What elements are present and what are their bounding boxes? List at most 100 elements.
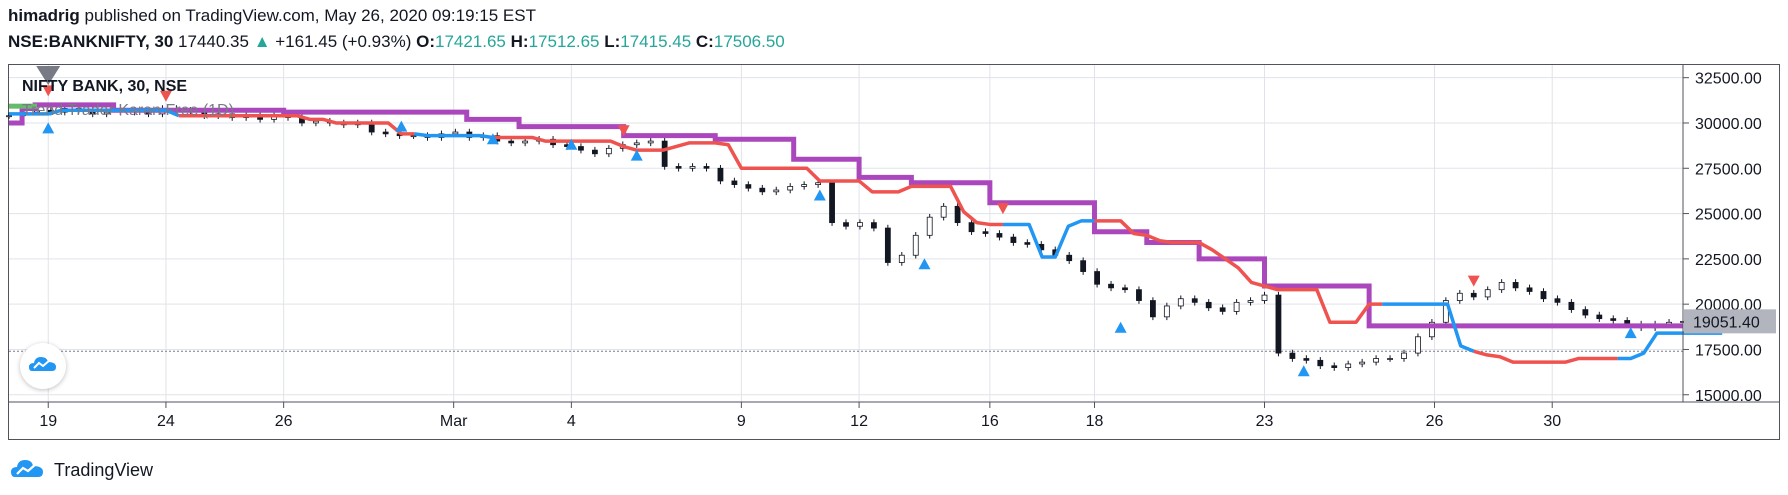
ohlc-candle: [1191, 298, 1198, 303]
ohlc-candle: [1373, 358, 1379, 363]
indicator-legend[interactable]: Trend Trader Karan Free (1D): [22, 102, 234, 119]
ohlc-candle: [954, 205, 961, 224]
y-tick-label: 25000.00: [1695, 207, 1762, 224]
ohlc-candle: [1233, 301, 1240, 312]
ohlc-candle: [578, 146, 584, 151]
buy-signal-marker: [395, 120, 408, 132]
y-tick-label: 30000.00: [1695, 116, 1762, 133]
buy-signal-marker: [1114, 321, 1127, 333]
publish-info: himadrig published on TradingView.com, M…: [8, 6, 536, 26]
ohlc-candle: [857, 222, 863, 227]
daily-trend-line: [9, 102, 1683, 329]
y-tick-label: 22500.00: [1695, 252, 1762, 269]
ohlc-candle: [1596, 314, 1603, 320]
ohlc-candle: [508, 140, 515, 144]
sell-signal-marker: [42, 85, 55, 97]
ohlc-candle: [912, 234, 919, 256]
ohlc-candle: [647, 140, 654, 144]
ohlc-candle: [1136, 289, 1142, 301]
buy-signal-marker: [42, 122, 55, 134]
bearish-trend-segment: [179, 113, 415, 136]
tradingview-logo-icon[interactable]: [10, 456, 46, 485]
ohlc-candle: [1401, 352, 1407, 359]
sell-signal-marker: [1467, 275, 1480, 287]
chart-frame: [8, 64, 1780, 440]
buy-signal-marker: [1297, 365, 1310, 377]
ohlc-candle: [1247, 300, 1254, 303]
ohlc-candle: [1456, 292, 1463, 301]
ohlc-bars: [6, 105, 1686, 371]
y-tick-label: 32500.00: [1695, 71, 1762, 88]
y-tick-label: 27500.00: [1695, 161, 1762, 178]
ohlc-candle: [1010, 236, 1017, 243]
y-tick-label: 15000.00: [1695, 388, 1762, 405]
published-text: published on TradingView.com, May 26, 20…: [84, 6, 536, 25]
ohlc-candle: [982, 231, 989, 234]
ohlc-candle: [1205, 301, 1212, 309]
ohlc-candle: [843, 222, 849, 227]
x-tick-label: 24: [157, 413, 175, 430]
ohlc-candle: [452, 131, 459, 135]
bearish-trend-segment: [1094, 219, 1383, 325]
ohlc-candle: [968, 222, 975, 233]
price-change: +161.45 (+0.93%): [275, 32, 412, 51]
symbol-label: NSE:BANKNIFTY, 30: [8, 32, 174, 51]
ohlc-candle: [1122, 287, 1128, 291]
ohlc-candle: [1512, 282, 1519, 289]
signal-markers: [9, 66, 1637, 377]
ohlc-candle: [1163, 305, 1170, 318]
ohlc-candle: [1024, 242, 1031, 245]
ohlc-candle: [884, 227, 891, 263]
trend-trader-line: [9, 108, 1723, 364]
x-tick-label: 30: [1543, 413, 1561, 430]
ohlc-candle: [1150, 300, 1156, 318]
ohlc-candle: [1066, 254, 1073, 262]
ohlc-candle: [1415, 336, 1421, 354]
bearish-trend-segment: [492, 135, 1003, 227]
buy-signal-marker: [918, 258, 931, 270]
author-name[interactable]: himadrig: [8, 6, 80, 25]
ohlc-candle: [1554, 298, 1561, 303]
ohlc-candle: [522, 140, 529, 144]
ohlc-candle: [1498, 282, 1505, 291]
ohlc-candle: [1177, 298, 1184, 307]
bearish-trend-segment: [1473, 349, 1618, 364]
last-price-label: 19051.40: [1693, 314, 1760, 331]
ohlc-candle: [926, 216, 933, 236]
sell-signal-marker: [159, 90, 172, 102]
ohlc-candle: [1526, 287, 1533, 292]
ohlc-candle: [382, 131, 389, 135]
ohlc-candle: [1331, 365, 1338, 368]
high-value: 17512.65: [528, 32, 600, 51]
ohlc-candle: [675, 166, 682, 169]
tradingview-float-button[interactable]: [20, 343, 66, 389]
ohlc-candle: [605, 147, 612, 155]
ohlc-candle: [1303, 358, 1310, 361]
ohlc-candle: [759, 187, 766, 193]
triangle-up-icon: ▲: [253, 32, 271, 51]
x-tick-label: 18: [1086, 413, 1104, 430]
ohlc-candle: [1345, 363, 1352, 368]
ohlc-candle: [661, 140, 668, 167]
low-label: L:: [604, 32, 621, 51]
ohlc-candle: [801, 184, 808, 187]
x-tick-label: 12: [850, 413, 868, 430]
y-tick-label: 17500.00: [1695, 342, 1762, 359]
session-marker: [36, 66, 61, 85]
x-tick-label: Mar: [440, 413, 468, 430]
ohlc-candle: [1582, 309, 1589, 316]
bullish-trend-segment: [9, 108, 180, 118]
chart-legend-title[interactable]: NIFTY BANK, 30, NSE: [22, 78, 188, 95]
ohlc-candle: [633, 142, 640, 146]
ohlc-candle: [717, 167, 724, 182]
low-value: 17415.45: [620, 32, 692, 51]
bullish-trend-segment: [1002, 219, 1095, 259]
ohlc-candle: [1275, 294, 1282, 354]
open-value: 17421.65: [434, 32, 506, 51]
last-price: 17440.35: [178, 32, 249, 51]
footer-brand-name[interactable]: TradingView: [54, 460, 154, 480]
open-label: O:: [416, 32, 435, 51]
ohlc-candle: [731, 180, 738, 185]
buy-signal-marker: [630, 149, 643, 161]
